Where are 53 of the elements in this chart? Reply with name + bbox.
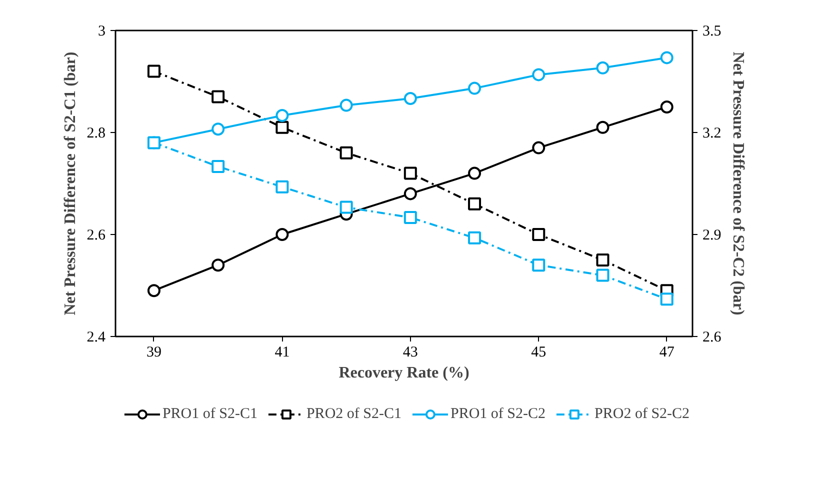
- y2-tick-label: 3.5: [702, 24, 722, 40]
- point: [340, 98, 353, 112]
- point: [596, 120, 610, 134]
- x-tick-label: 39: [146, 344, 162, 360]
- y-tick-label: 2.6: [86, 228, 106, 244]
- point: [468, 166, 482, 180]
- x-tick-label: 45: [531, 344, 546, 360]
- y2-tick-label: 2.9: [702, 228, 722, 244]
- point: [404, 92, 417, 105]
- point: [660, 100, 674, 114]
- point: [147, 284, 160, 298]
- y-tick-label: 2.4: [86, 330, 106, 346]
- point: [660, 292, 674, 306]
- x-axis-title: Recovery Rate (%): [338, 364, 470, 382]
- point: [404, 187, 417, 200]
- point: [276, 109, 289, 122]
- y-tick-label: 2.8: [86, 126, 106, 142]
- point: [147, 64, 160, 78]
- legend-label: PRO1 of S2-C2: [450, 406, 546, 422]
- point: [212, 258, 225, 272]
- legend-label: PRO1 of S2-C1: [162, 406, 258, 422]
- y-axis-title: Net Pressure Difference of S2-C1 (bar): [62, 52, 79, 316]
- point: [212, 122, 225, 136]
- y-tick-label: 3: [98, 24, 106, 40]
- point: [532, 141, 546, 154]
- point: [276, 180, 289, 194]
- y2-axis-title: Net Pressure Difference of S2-C2 (bar): [729, 52, 746, 316]
- y2-tick-label: 2.6: [702, 330, 722, 346]
- point: [404, 166, 417, 180]
- point: [340, 200, 353, 214]
- point: [147, 136, 160, 150]
- point: [532, 258, 546, 272]
- point: [596, 268, 610, 282]
- point: [276, 120, 289, 134]
- point: [532, 68, 546, 82]
- point: [468, 197, 482, 210]
- point: [468, 82, 482, 95]
- point: [596, 61, 610, 74]
- point: [276, 228, 289, 241]
- y2-tick-label: 3.2: [702, 126, 722, 142]
- point: [404, 211, 417, 224]
- legend-label: PRO2 of S2-C1: [306, 406, 402, 422]
- point: [532, 228, 546, 241]
- point: [212, 90, 225, 104]
- point: [660, 51, 674, 64]
- x-tick-label: 47: [659, 344, 675, 360]
- point: [212, 160, 225, 173]
- point: [340, 146, 353, 160]
- point: [596, 254, 610, 266]
- x-tick-label: 41: [274, 344, 290, 360]
- point: [468, 231, 482, 244]
- x-tick-label: 43: [402, 344, 418, 360]
- legend-label: PRO2 of S2-C2: [594, 406, 690, 422]
